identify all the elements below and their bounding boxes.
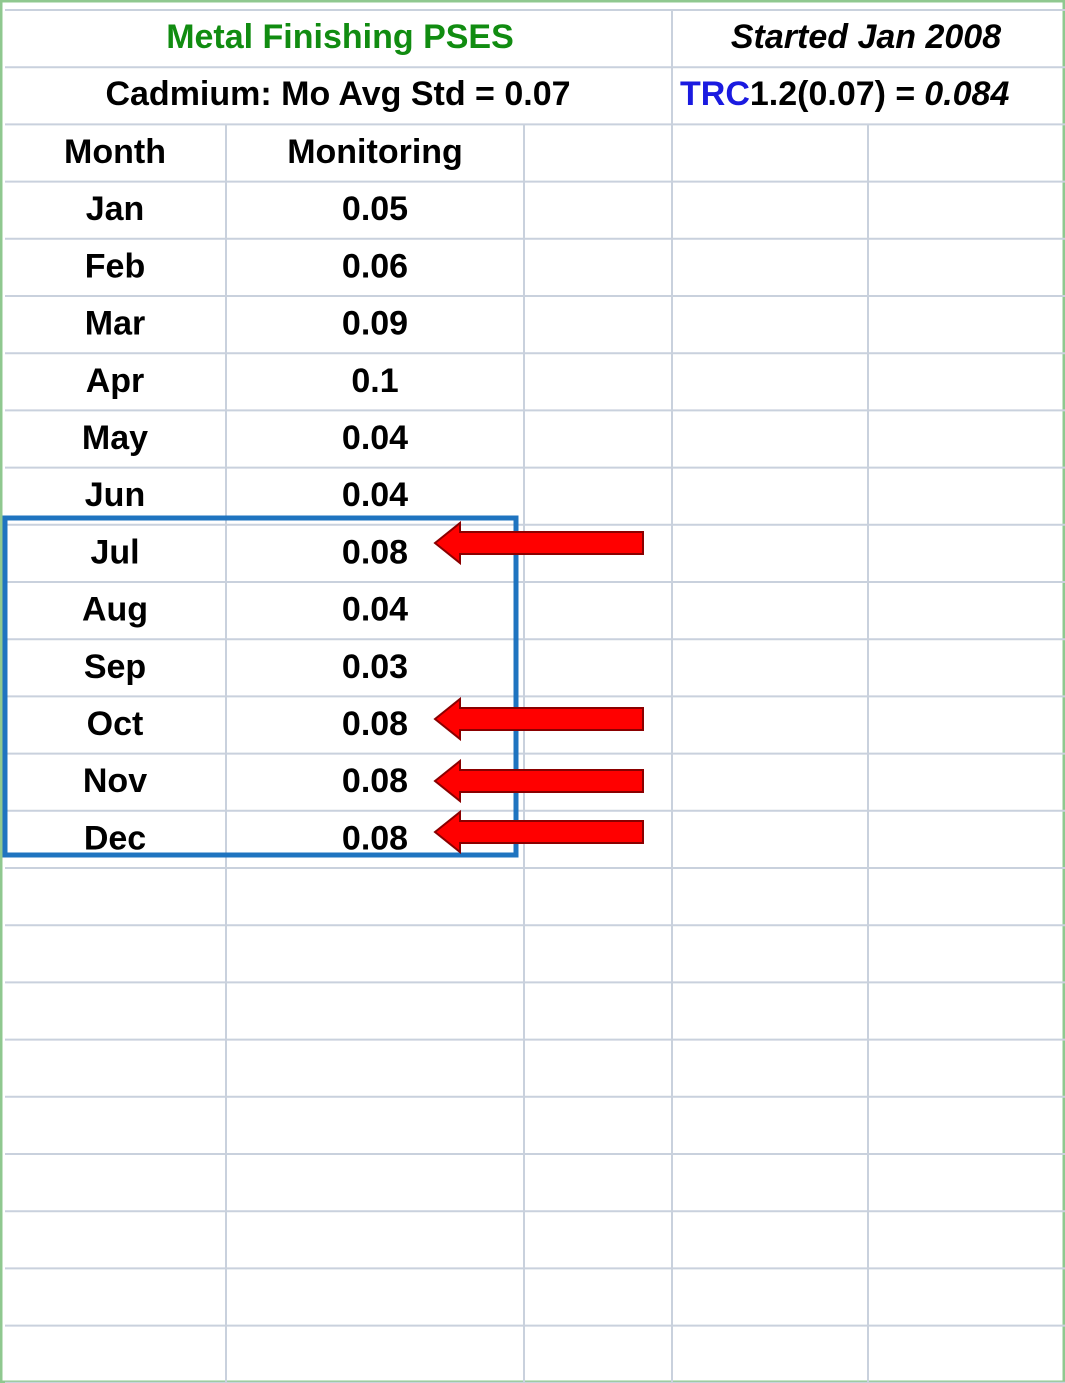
column-header: Monitoring xyxy=(287,133,463,171)
arrow xyxy=(433,696,644,742)
monitoring-value: 0.08 xyxy=(342,705,408,743)
highlight-box xyxy=(2,515,519,858)
month: Jan xyxy=(86,190,145,228)
month: Oct xyxy=(87,705,144,743)
monitoring-value: 0.09 xyxy=(342,305,408,343)
monitoring-value: 0.03 xyxy=(342,648,408,686)
month: Aug xyxy=(82,591,148,629)
arrow xyxy=(433,758,644,804)
monitoring-value: 0.06 xyxy=(342,247,408,285)
monitoring-value: 0.04 xyxy=(342,419,408,457)
cells: Month Monitoring Jan 0.05 Feb 0.06 Mar 0.09 Apr 0… xyxy=(64,133,463,857)
standard: Cadmium: Mo Avg Std = 0.07 xyxy=(105,75,570,113)
arrow xyxy=(433,520,644,566)
month: Dec xyxy=(84,819,146,857)
monitoring-value: 0.08 xyxy=(342,762,408,800)
monitoring-value: 0.08 xyxy=(342,533,408,571)
month: Jun xyxy=(85,476,145,514)
formula-result: 0.084 xyxy=(924,75,1009,113)
formula: TRC1.2(0.07) = 0.084 xyxy=(680,75,1009,113)
monitoring-value: 0.08 xyxy=(342,819,408,857)
started: Started Jan 2008 xyxy=(731,18,1001,56)
monitoring-value: 0.04 xyxy=(342,476,408,514)
monitoring-value: 0.1 xyxy=(351,362,398,400)
arrow xyxy=(433,809,644,855)
month: May xyxy=(82,419,148,457)
title: Metal Finishing PSES xyxy=(166,18,514,56)
month: Apr xyxy=(86,362,145,400)
month: Nov xyxy=(83,762,147,800)
month: Mar xyxy=(85,305,145,343)
month: Feb xyxy=(85,247,145,285)
column-header: Month xyxy=(64,133,166,171)
formula-expression: 1.2(0.07) = xyxy=(750,75,915,113)
month: Sep xyxy=(84,648,146,686)
month: Jul xyxy=(90,533,139,571)
arrows xyxy=(433,520,644,855)
monitoring-value: 0.05 xyxy=(342,190,408,228)
formula-prefix: TRC xyxy=(680,75,750,113)
monitoring-value: 0.04 xyxy=(342,591,408,629)
